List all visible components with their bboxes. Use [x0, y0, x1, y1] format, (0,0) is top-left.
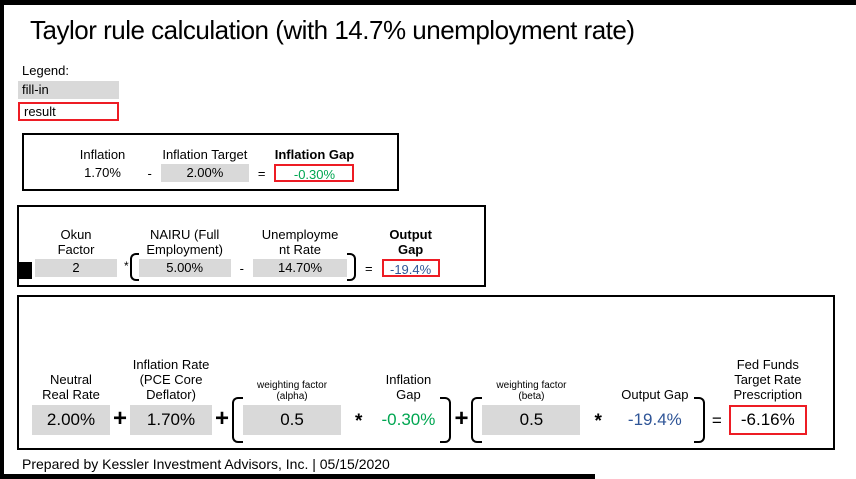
prepared-by-note: Prepared by Kessler Investment Advisors,… — [22, 456, 390, 472]
inflation-gap-value: -0.30% — [381, 410, 436, 429]
output-gap-value: -19.4% — [627, 410, 682, 429]
neutral-real-rate-input-cell[interactable]: 2.00% — [32, 405, 110, 435]
inflation-target-label: Inflation Target — [162, 147, 248, 162]
legend-heading: Legend: — [22, 63, 69, 78]
okun-factor-label: Okun Factor — [57, 227, 95, 257]
equals-operator: = — [711, 411, 722, 430]
minus-operator: - — [239, 261, 245, 276]
plus-operator: + — [454, 405, 469, 432]
beta-weighting-input-cell[interactable]: 0.5 — [482, 405, 581, 435]
taylor-rule-box: Neutral Real Rate 2.00% + Inflation Rate… — [17, 295, 835, 450]
inflation-value: 1.70% — [84, 165, 121, 180]
inflation-rate-term: Inflation Rate (PCE Core Deflator) 1.70% — [130, 357, 213, 435]
inflation-rate-label: Inflation Rate (PCE Core Deflator) — [132, 357, 210, 402]
legend: Legend: fill-in result — [18, 63, 138, 121]
bracket-close — [347, 253, 357, 281]
alpha-weighting-term: weighting factor (alpha) 0.5 — [243, 380, 342, 435]
inflation-gap-term: Inflation Gap -0.30% — [274, 147, 355, 182]
inflation-gap-result-cell: -0.30% — [274, 164, 355, 182]
times-operator: * — [124, 259, 129, 273]
output-gap-label: Output Gap — [621, 387, 689, 402]
beta-weighting-label: weighting factor (beta) — [496, 380, 567, 402]
plus-operator: + — [215, 405, 230, 432]
inflation-rate-input-cell[interactable]: 1.70% — [130, 405, 213, 435]
output-gap-result-cell: -19.4% — [381, 259, 440, 277]
bracket-close — [693, 397, 705, 443]
output-gap-term: Output Gap -19.4% — [616, 387, 694, 435]
legend-fill-in-swatch: fill-in — [18, 81, 119, 99]
alpha-weighting-label: weighting factor (alpha) — [257, 380, 328, 402]
fed-funds-term: Fed Funds Target Rate Prescription -6.16… — [728, 357, 807, 435]
neutral-real-rate-term: Neutral Real Rate 2.00% — [32, 372, 110, 435]
times-operator: * — [594, 411, 602, 432]
bracket-open — [471, 397, 483, 443]
bracket-open — [232, 397, 244, 443]
bracket-close — [440, 397, 452, 443]
equals-operator: = — [257, 166, 266, 181]
inflation-gap-box: Inflation 1.70% - Inflation Target 2.00%… — [22, 133, 399, 191]
output-gap-term: Output Gap -19.4% — [381, 227, 440, 277]
unemployment-rate-label: Unemployme nt Rate — [261, 227, 339, 257]
unemployment-rate-term: Unemployme nt Rate 14.70% — [253, 227, 348, 277]
fed-funds-label: Fed Funds Target Rate Prescription — [733, 357, 803, 402]
nairu-term: NAIRU (Full Employment) 5.00% — [138, 227, 231, 277]
inflation-gap-label: Inflation Gap — [385, 372, 432, 402]
frame-bottom-border — [0, 474, 595, 479]
nairu-input-cell[interactable]: 5.00% — [138, 259, 231, 277]
fed-funds-result-cell: -6.16% — [728, 405, 807, 435]
inflation-gap-label: Inflation Gap — [274, 147, 355, 162]
minus-operator: - — [147, 166, 152, 181]
alpha-weighting-input-cell[interactable]: 0.5 — [243, 405, 342, 435]
times-operator: * — [355, 411, 363, 432]
inflation-gap-term: Inflation Gap -0.30% — [376, 372, 440, 435]
unemployment-rate-input-cell[interactable]: 14.70% — [253, 259, 348, 277]
output-gap-box: Okun Factor 2 * NAIRU (Full Employment) … — [17, 205, 486, 287]
bracket-open — [129, 253, 139, 281]
equals-operator: = — [365, 261, 373, 276]
frame-top-border — [0, 0, 856, 5]
output-gap-label: Output Gap — [389, 227, 432, 257]
beta-weighting-term: weighting factor (beta) 0.5 — [482, 380, 581, 435]
okun-factor-input-cell[interactable]: 2 — [35, 259, 117, 277]
neutral-real-rate-label: Neutral Real Rate — [42, 372, 100, 402]
legend-result-swatch: result — [18, 102, 119, 121]
frame-left-border — [0, 0, 4, 479]
inflation-term: Inflation 1.70% — [67, 147, 139, 182]
plus-operator: + — [113, 405, 128, 432]
inflation-label: Inflation — [79, 147, 126, 162]
page-title: Taylor rule calculation (with 14.7% unem… — [30, 15, 635, 45]
nairu-label: NAIRU (Full Employment) — [146, 227, 223, 257]
inflation-target-input-cell[interactable]: 2.00% — [160, 164, 249, 182]
inflation-target-term: Inflation Target 2.00% — [160, 147, 249, 182]
okun-factor-term: Okun Factor 2 — [35, 227, 117, 277]
black-square-marker — [17, 262, 32, 279]
